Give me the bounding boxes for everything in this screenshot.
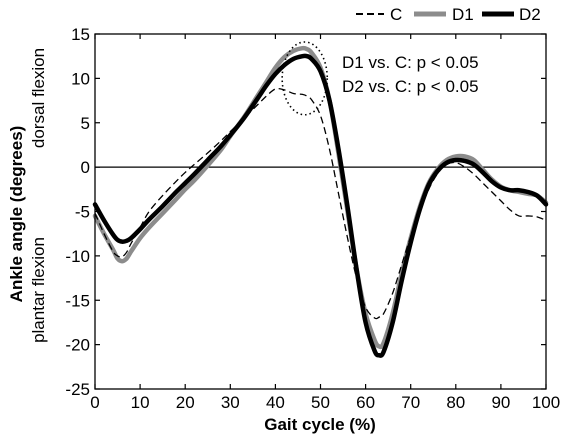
- y-axis-sublabel-lower: plantar flexion: [29, 237, 48, 343]
- legend: C D1 D2: [356, 5, 541, 24]
- x-tick-label: 90: [491, 393, 510, 412]
- y-tick-label: 15: [71, 25, 90, 44]
- series-line-d2: [92, 53, 549, 358]
- x-tick-label: 0: [90, 393, 99, 412]
- y-axis-ticks: -25 -20 -15 -10 -5 0 5 10 15: [65, 25, 546, 399]
- legend-label-d2: D2: [519, 5, 541, 24]
- series-lines: [92, 45, 549, 358]
- y-tick-label: -10: [65, 247, 90, 266]
- x-axis-label: Gait cycle (%): [264, 415, 376, 434]
- legend-label-d1: D1: [452, 5, 474, 24]
- x-tick-label: 20: [176, 393, 195, 412]
- x-tick-label: 60: [356, 393, 375, 412]
- series-line-c: [94, 87, 547, 320]
- highlight-ellipse: [281, 41, 329, 116]
- y-tick-label: 5: [81, 114, 90, 133]
- significance-ellipse: [281, 41, 329, 116]
- y-tick-label: 0: [81, 158, 90, 177]
- y-axis-sublabel-upper: dorsal flexion: [29, 48, 48, 148]
- y-tick-label: -15: [65, 291, 90, 310]
- x-axis-ticks: 0 10 20 30 40 50 60 70 80 90 100: [90, 34, 560, 412]
- x-tick-label: 70: [401, 393, 420, 412]
- x-tick-label: 40: [266, 393, 285, 412]
- legend-label-c: C: [390, 5, 402, 24]
- y-tick-label: 10: [71, 69, 90, 88]
- x-tick-label: 80: [446, 393, 465, 412]
- x-tick-label: 50: [311, 393, 330, 412]
- annotation-d2-vs-c: D2 vs. C: p < 0.05: [342, 77, 479, 96]
- y-tick-label: -25: [65, 380, 90, 399]
- y-tick-label: -20: [65, 336, 90, 355]
- x-tick-label: 100: [532, 393, 560, 412]
- x-tick-label: 10: [131, 393, 150, 412]
- annotation-d1-vs-c: D1 vs. C: p < 0.05: [342, 53, 479, 72]
- y-axis-label: Ankle angle (degrees): [7, 126, 26, 303]
- x-tick-label: 30: [221, 393, 240, 412]
- y-tick-label: -5: [75, 203, 90, 222]
